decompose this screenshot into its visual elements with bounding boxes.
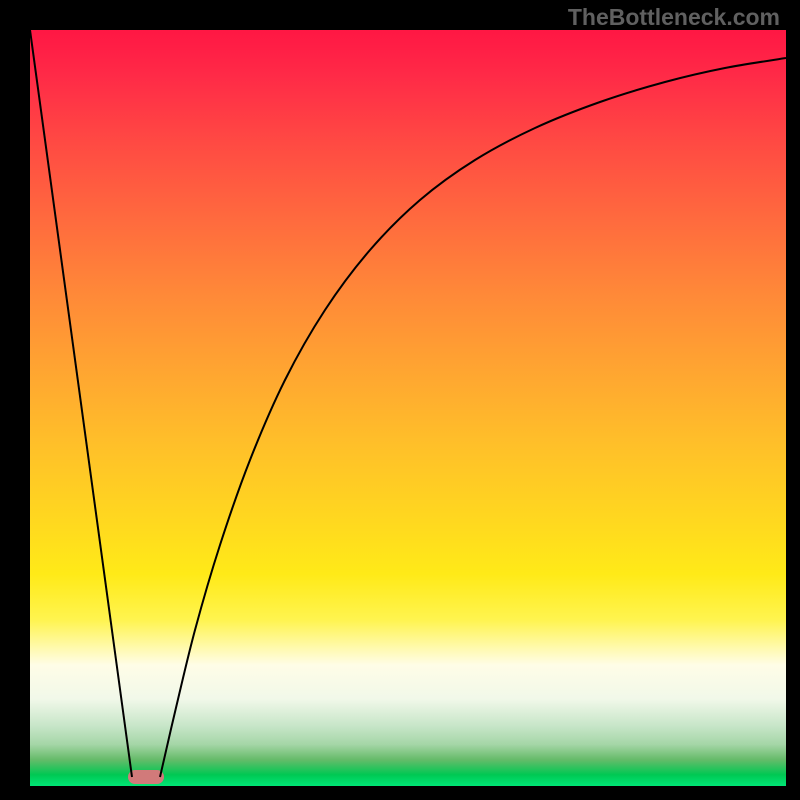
bottleneck-chart: TheBottleneck.com [0,0,800,800]
watermark-text: TheBottleneck.com [568,4,780,31]
chart-svg [0,0,800,800]
gradient-background [30,30,786,786]
bottleneck-marker [128,770,164,784]
